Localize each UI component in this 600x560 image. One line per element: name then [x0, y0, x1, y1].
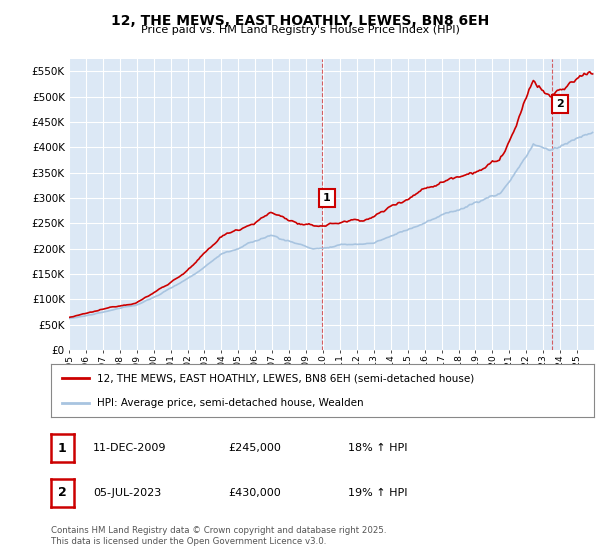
Text: 1: 1 [323, 193, 331, 203]
Text: Price paid vs. HM Land Registry's House Price Index (HPI): Price paid vs. HM Land Registry's House … [140, 25, 460, 35]
Text: 05-JUL-2023: 05-JUL-2023 [93, 488, 161, 498]
Text: £245,000: £245,000 [228, 443, 281, 453]
Text: HPI: Average price, semi-detached house, Wealden: HPI: Average price, semi-detached house,… [97, 398, 364, 408]
Text: Contains HM Land Registry data © Crown copyright and database right 2025.
This d: Contains HM Land Registry data © Crown c… [51, 526, 386, 546]
Text: £430,000: £430,000 [228, 488, 281, 498]
Text: 18% ↑ HPI: 18% ↑ HPI [348, 443, 407, 453]
Text: 2: 2 [556, 99, 564, 109]
Text: 19% ↑ HPI: 19% ↑ HPI [348, 488, 407, 498]
Text: 12, THE MEWS, EAST HOATHLY, LEWES, BN8 6EH (semi-detached house): 12, THE MEWS, EAST HOATHLY, LEWES, BN8 6… [97, 374, 475, 384]
Text: 2: 2 [58, 486, 67, 500]
Text: 12, THE MEWS, EAST HOATHLY, LEWES, BN8 6EH: 12, THE MEWS, EAST HOATHLY, LEWES, BN8 6… [111, 14, 489, 28]
Text: 1: 1 [58, 441, 67, 455]
Text: 11-DEC-2009: 11-DEC-2009 [93, 443, 167, 453]
